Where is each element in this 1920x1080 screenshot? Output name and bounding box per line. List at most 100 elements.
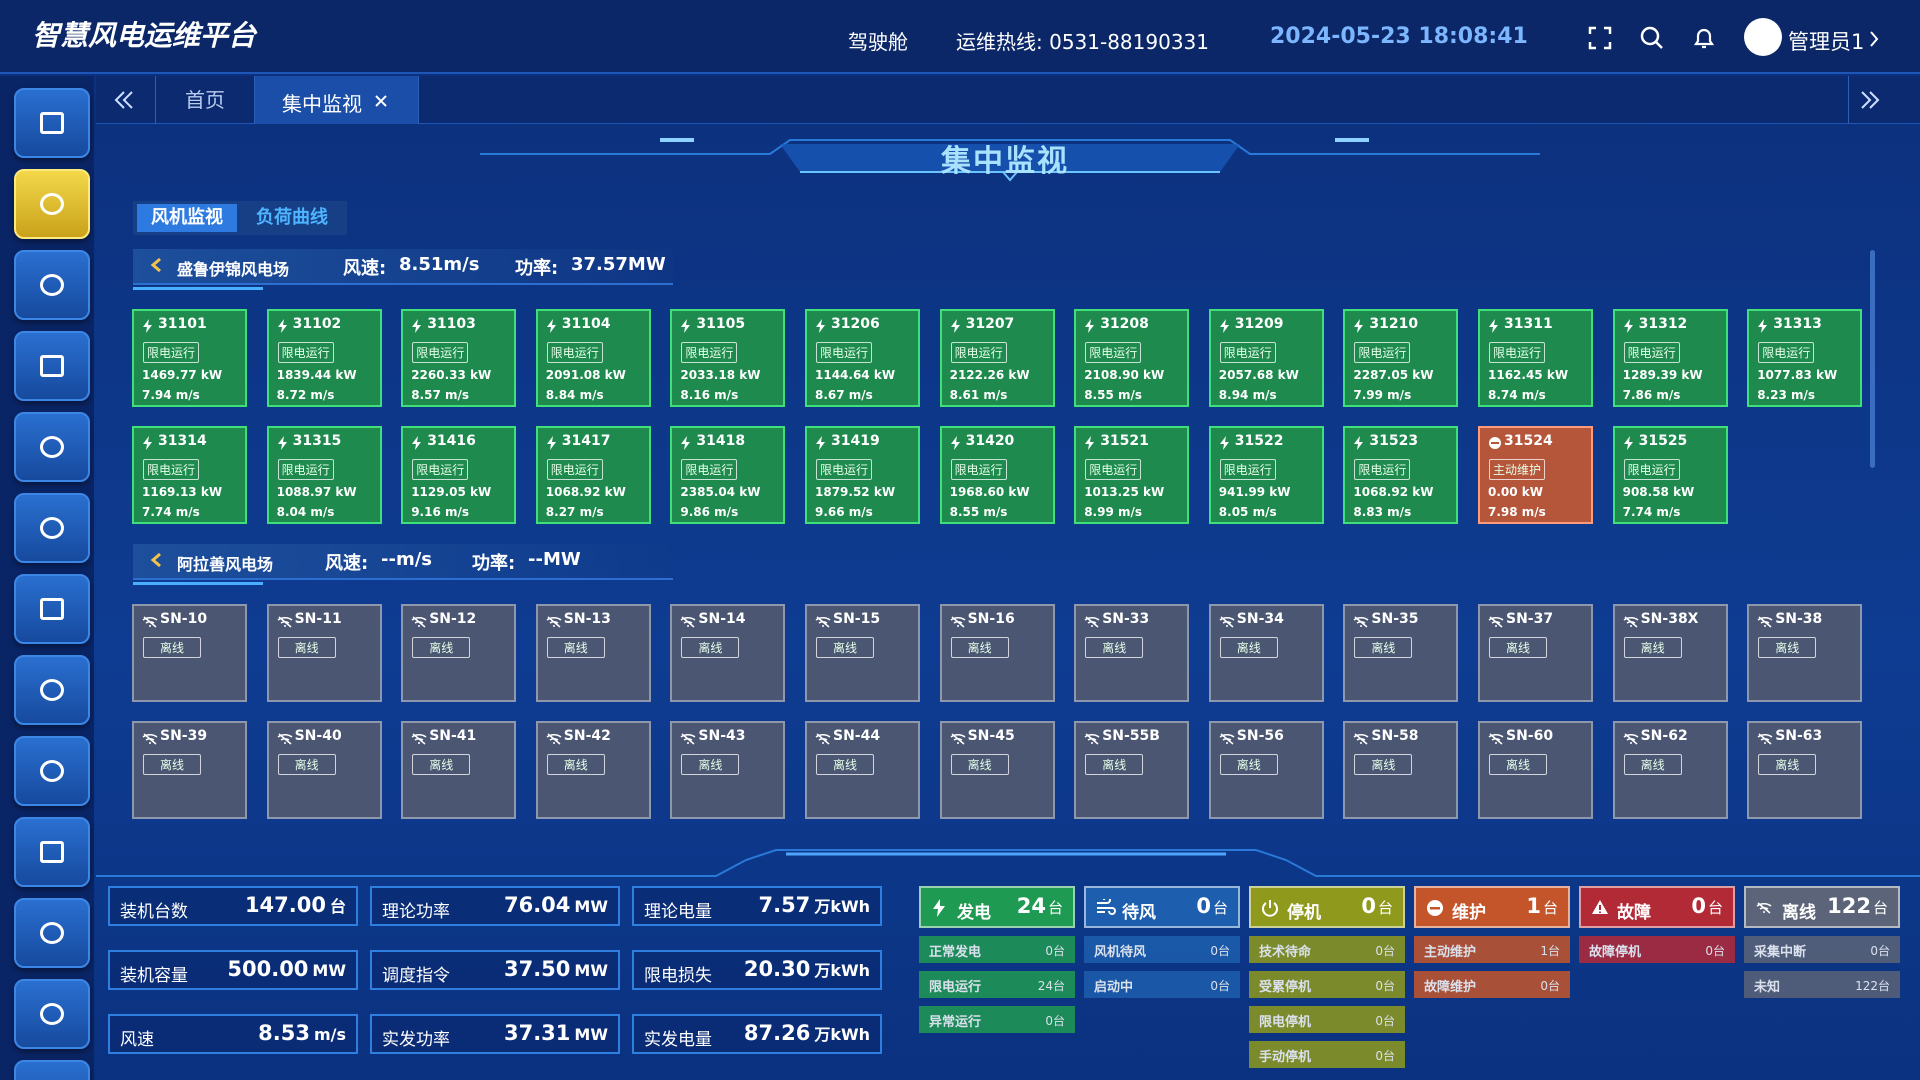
turbine-card[interactable]: SN-10 离线 (132, 604, 247, 702)
tab-scroll-left[interactable] (112, 89, 136, 111)
status-item[interactable]: 手动停机 0台 (1249, 1041, 1405, 1068)
turbine-card[interactable]: SN-43 离线 (670, 721, 786, 819)
turbine-card[interactable]: 31208 限电运行 2108.90 kW 8.55 m/s (1074, 309, 1190, 407)
fullscreen-icon[interactable] (1588, 26, 1612, 50)
tab[interactable]: 首页 (155, 76, 255, 124)
sidebar-button[interactable] (14, 898, 90, 968)
turbine-card[interactable]: 31416 限电运行 1129.05 kW 9.16 m/s (401, 426, 517, 524)
turbine-card[interactable]: 31313 限电运行 1077.83 kW 8.23 m/s (1747, 309, 1863, 407)
turbine-card[interactable]: 31419 限电运行 1879.52 kW 9.66 m/s (805, 426, 920, 524)
status-group-header[interactable]: 待风 0 台 (1084, 886, 1240, 928)
status-item[interactable]: 未知 122台 (1744, 971, 1900, 998)
user-name[interactable]: 管理员1 (1788, 30, 1865, 54)
sidebar-button[interactable] (14, 493, 90, 563)
status-group-header[interactable]: 维护 1 台 (1414, 886, 1570, 928)
tab-scroll-right[interactable] (1858, 89, 1882, 111)
subtab-active[interactable]: 风机监视 (137, 204, 237, 232)
user-arrow[interactable] (1868, 30, 1880, 48)
turbine-card[interactable]: 31314 限电运行 1169.13 kW 7.74 m/s (132, 426, 247, 524)
turbine-card[interactable]: SN-39 离线 (132, 721, 247, 819)
turbine-card[interactable]: SN-15 离线 (805, 604, 920, 702)
turbine-card[interactable]: 31522 限电运行 941.99 kW 8.05 m/s (1208, 426, 1324, 524)
search-icon[interactable] (1640, 26, 1664, 50)
turbine-card[interactable]: 31104 限电运行 2091.08 kW 8.84 m/s (535, 309, 651, 407)
turbine-card[interactable]: SN-42 离线 (535, 721, 651, 819)
status-item[interactable]: 故障维护 0台 (1414, 971, 1570, 998)
tab-active[interactable] (255, 76, 419, 124)
turbine-card[interactable]: 31312 限电运行 1289.39 kW 7.86 m/s (1612, 309, 1728, 407)
turbine-card[interactable]: SN-63 离线 (1747, 721, 1863, 819)
turbine-card[interactable]: 31101 限电运行 1469.77 kW 7.94 m/s (132, 309, 247, 407)
sidebar-button[interactable] (14, 169, 90, 239)
sidebar-button[interactable] (14, 88, 90, 158)
status-item[interactable]: 采集中断 0台 (1744, 936, 1900, 963)
turbine-card[interactable]: 31105 限电运行 2033.18 kW 8.16 m/s (670, 309, 786, 407)
turbine-card[interactable]: SN-35 离线 (1343, 604, 1459, 702)
sidebar-button[interactable] (14, 331, 90, 401)
sidebar-button[interactable] (14, 655, 90, 725)
turbine-card[interactable]: SN-37 离线 (1478, 604, 1593, 702)
turbine-card[interactable]: SN-62 离线 (1612, 721, 1728, 819)
sidebar-button[interactable] (14, 412, 90, 482)
nav-link[interactable]: 驾驶舱 (848, 30, 908, 54)
status-item[interactable]: 限电运行 24台 (919, 971, 1075, 998)
turbine-card[interactable]: SN-41 离线 (401, 721, 517, 819)
turbine-card[interactable]: 31102 限电运行 1839.44 kW 8.72 m/s (266, 309, 382, 407)
turbine-card[interactable]: 31311 限电运行 1162.45 kW 8.74 m/s (1478, 309, 1593, 407)
status-item[interactable]: 主动维护 1台 (1414, 936, 1570, 963)
sidebar-button[interactable] (14, 1060, 90, 1080)
turbine-card[interactable]: SN-33 离线 (1074, 604, 1190, 702)
turbine-card[interactable]: 31207 限电运行 2122.26 kW 8.61 m/s (939, 309, 1055, 407)
farm-collapse[interactable] (150, 257, 164, 277)
turbine-card[interactable]: 31524 主动维护 0.00 kW 7.98 m/s (1478, 426, 1593, 524)
sidebar-button[interactable] (14, 250, 90, 320)
turbine-card[interactable]: 31418 限电运行 2385.04 kW 9.86 m/s (670, 426, 786, 524)
turbine-card[interactable]: 31420 限电运行 1968.60 kW 8.55 m/s (939, 426, 1055, 524)
turbine-card[interactable]: 31210 限电运行 2287.05 kW 7.99 m/s (1343, 309, 1459, 407)
status-item[interactable]: 风机待风 0台 (1084, 936, 1240, 963)
sidebar-button[interactable] (14, 979, 90, 1049)
tab-label[interactable]: 集中监视 (282, 92, 362, 116)
status-group-header[interactable]: 停机 0 台 (1249, 886, 1405, 928)
farm-collapse[interactable] (150, 552, 164, 572)
status-item[interactable]: 启动中 0台 (1084, 971, 1240, 998)
turbine-card[interactable]: SN-45 离线 (939, 721, 1055, 819)
status-group-header[interactable]: 故障 0 台 (1579, 886, 1735, 928)
status-item[interactable]: 技术待命 0台 (1249, 936, 1405, 963)
status-item[interactable]: 异常运行 0台 (919, 1006, 1075, 1033)
turbine-card[interactable]: SN-40 离线 (266, 721, 382, 819)
turbine-card[interactable]: 31206 限电运行 1144.64 kW 8.67 m/s (805, 309, 920, 407)
turbine-card[interactable]: 31315 限电运行 1088.97 kW 8.04 m/s (266, 426, 382, 524)
turbine-card[interactable]: SN-44 离线 (805, 721, 920, 819)
scrollbar[interactable] (1870, 250, 1875, 468)
subtab[interactable]: 负荷曲线 (256, 207, 328, 228)
bell-icon[interactable] (1692, 26, 1716, 50)
turbine-card[interactable]: SN-11 离线 (266, 604, 382, 702)
turbine-card[interactable]: SN-60 离线 (1478, 721, 1593, 819)
sidebar-button[interactable] (14, 817, 90, 887)
sidebar-button[interactable] (14, 574, 90, 644)
turbine-card[interactable]: SN-34 离线 (1208, 604, 1324, 702)
turbine-card[interactable]: 31521 限电运行 1013.25 kW 8.99 m/s (1074, 426, 1190, 524)
avatar[interactable] (1744, 18, 1782, 56)
turbine-card[interactable]: SN-38X 离线 (1612, 604, 1728, 702)
turbine-card[interactable]: SN-12 离线 (401, 604, 517, 702)
turbine-card[interactable]: SN-55B 离线 (1074, 721, 1190, 819)
turbine-card[interactable]: 31209 限电运行 2057.68 kW 8.94 m/s (1208, 309, 1324, 407)
tab-close[interactable] (374, 94, 388, 108)
status-item[interactable]: 正常发电 0台 (919, 936, 1075, 963)
status-item[interactable]: 故障停机 0台 (1579, 936, 1735, 963)
status-item[interactable]: 受累停机 0台 (1249, 971, 1405, 998)
status-item[interactable]: 限电停机 0台 (1249, 1006, 1405, 1033)
status-group-header[interactable]: 发电 24 台 (919, 886, 1075, 928)
sidebar-button[interactable] (14, 736, 90, 806)
turbine-card[interactable]: 31523 限电运行 1068.92 kW 8.83 m/s (1343, 426, 1459, 524)
status-group-header[interactable]: 离线 122 台 (1744, 886, 1900, 928)
turbine-card[interactable]: 31103 限电运行 2260.33 kW 8.57 m/s (401, 309, 517, 407)
turbine-card[interactable]: 31417 限电运行 1068.92 kW 8.27 m/s (535, 426, 651, 524)
turbine-card[interactable]: SN-13 离线 (535, 604, 651, 702)
turbine-card[interactable]: SN-58 离线 (1343, 721, 1459, 819)
turbine-card[interactable]: SN-14 离线 (670, 604, 786, 702)
turbine-card[interactable]: SN-38 离线 (1747, 604, 1863, 702)
turbine-card[interactable]: SN-56 离线 (1208, 721, 1324, 819)
